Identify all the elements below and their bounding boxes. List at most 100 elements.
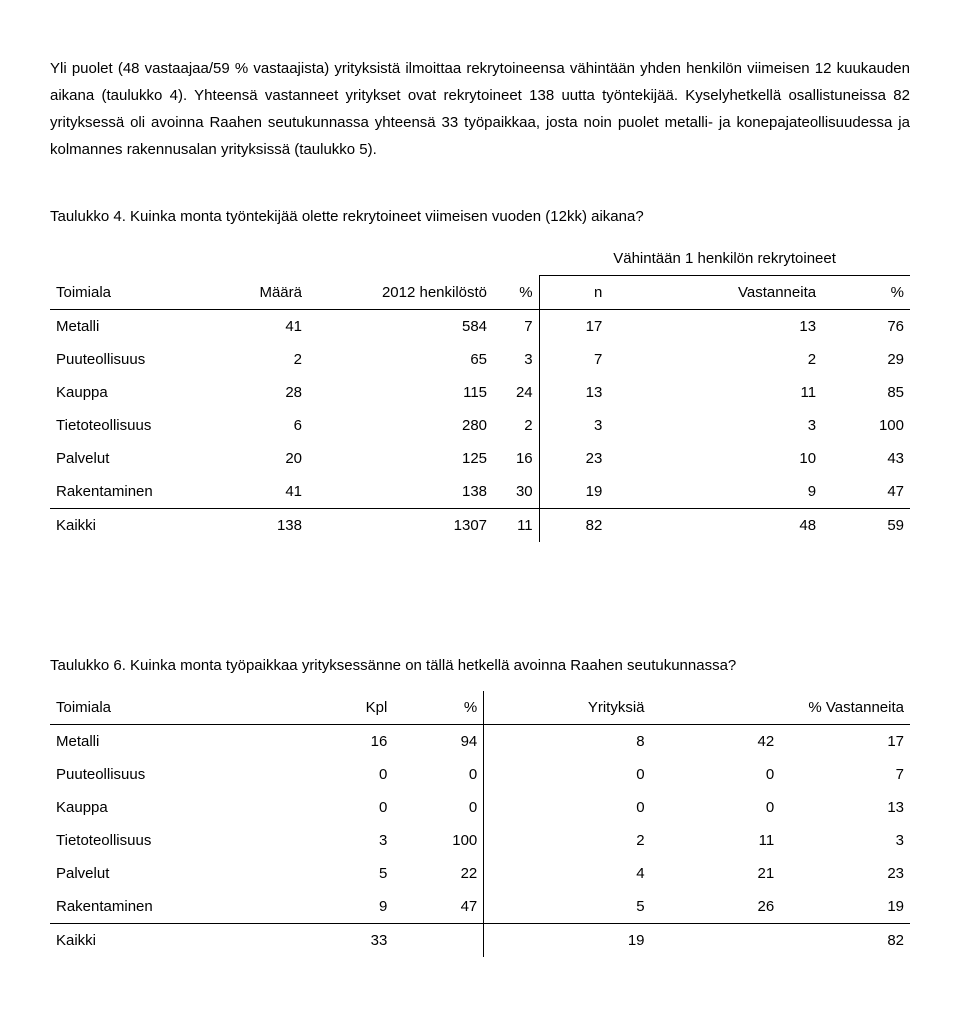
table-row: Metalli169484217 [50, 725, 910, 759]
cell: 7 [539, 343, 608, 376]
cell: 94 [393, 725, 483, 759]
cell: Puuteollisuus [50, 758, 312, 791]
cell: 19 [780, 890, 910, 924]
cell: 0 [484, 791, 651, 824]
cell: 41 [222, 310, 308, 344]
table4-title: Taulukko 4. Kuinka monta työntekijää ole… [50, 203, 910, 230]
table-row: Palvelut52242123 [50, 857, 910, 890]
cell: 100 [393, 824, 483, 857]
cell: 2 [222, 343, 308, 376]
table6: Toimiala Kpl % Yrityksiä % Vastanneita M… [50, 691, 910, 957]
cell: 17 [780, 725, 910, 759]
table-row: Tietoteollisuus6280233100 [50, 409, 910, 442]
cell: 24 [493, 376, 539, 409]
cell: 48 [608, 509, 822, 543]
cell: Kaikki [50, 924, 312, 958]
table-row: Rakentaminen411383019947 [50, 475, 910, 509]
cell: 43 [822, 442, 910, 475]
cell: 13 [539, 376, 608, 409]
table-row: Puuteollisuus00007 [50, 758, 910, 791]
table4: Vähintään 1 henkilön rekrytoineet Toimia… [50, 242, 910, 542]
table4-header-row: Toimiala Määrä 2012 henkilöstö % n Vasta… [50, 276, 910, 310]
table6-title: Taulukko 6. Kuinka monta työpaikkaa yrit… [50, 652, 910, 679]
col-header: Yrityksiä [484, 691, 651, 725]
col-header: Kpl [312, 691, 393, 725]
cell: 42 [651, 725, 781, 759]
table-row: Metalli415847171376 [50, 310, 910, 344]
cell: 0 [312, 758, 393, 791]
cell: Rakentaminen [50, 475, 222, 509]
cell: 3 [780, 824, 910, 857]
cell: 0 [312, 791, 393, 824]
table-row: Kauppa2811524131185 [50, 376, 910, 409]
cell: 3 [539, 409, 608, 442]
cell: 9 [608, 475, 822, 509]
cell: 22 [393, 857, 483, 890]
table-row: Kauppa000013 [50, 791, 910, 824]
cell: 26 [651, 890, 781, 924]
cell: 0 [484, 758, 651, 791]
cell: 65 [308, 343, 493, 376]
cell: 3 [608, 409, 822, 442]
cell: 2 [484, 824, 651, 857]
cell: 100 [822, 409, 910, 442]
cell: 1307 [308, 509, 493, 543]
cell: 0 [651, 791, 781, 824]
cell: Metalli [50, 725, 312, 759]
cell: 11 [493, 509, 539, 543]
cell: 82 [780, 924, 910, 958]
cell: Rakentaminen [50, 890, 312, 924]
cell: 19 [539, 475, 608, 509]
cell: 3 [312, 824, 393, 857]
cell [393, 924, 483, 958]
cell: 29 [822, 343, 910, 376]
cell: 125 [308, 442, 493, 475]
cell: 9 [312, 890, 393, 924]
cell: 59 [822, 509, 910, 543]
col-header: 2012 henkilöstö [308, 276, 493, 310]
col-header: Vastanneita [608, 276, 822, 310]
cell: 16 [493, 442, 539, 475]
cell: Puuteollisuus [50, 343, 222, 376]
cell: 23 [780, 857, 910, 890]
cell: 82 [539, 509, 608, 543]
cell: 115 [308, 376, 493, 409]
col-header: Määrä [222, 276, 308, 310]
intro-paragraph: Yli puolet (48 vastaajaa/59 % vastaajist… [50, 55, 910, 163]
cell: 13 [780, 791, 910, 824]
cell: 7 [493, 310, 539, 344]
cell: 3 [493, 343, 539, 376]
col-header: n [539, 276, 608, 310]
cell: 8 [484, 725, 651, 759]
cell: 76 [822, 310, 910, 344]
table6-totals-row: Kaikki 33 19 82 [50, 924, 910, 958]
cell: 23 [539, 442, 608, 475]
cell: Tietoteollisuus [50, 409, 222, 442]
cell: 7 [780, 758, 910, 791]
cell: 2 [608, 343, 822, 376]
cell: 280 [308, 409, 493, 442]
table-row: Tietoteollisuus31002113 [50, 824, 910, 857]
cell: Palvelut [50, 857, 312, 890]
cell: 28 [222, 376, 308, 409]
cell: 0 [393, 791, 483, 824]
cell: 10 [608, 442, 822, 475]
cell: 13 [608, 310, 822, 344]
cell: Kaikki [50, 509, 222, 543]
cell: 21 [651, 857, 781, 890]
cell: 17 [539, 310, 608, 344]
col-header: % [493, 276, 539, 310]
cell: 20 [222, 442, 308, 475]
cell: Kauppa [50, 376, 222, 409]
cell: 47 [393, 890, 483, 924]
cell: 5 [312, 857, 393, 890]
cell [651, 924, 781, 958]
cell: 0 [393, 758, 483, 791]
cell: Kauppa [50, 791, 312, 824]
cell: 85 [822, 376, 910, 409]
col-header: % [822, 276, 910, 310]
cell: 33 [312, 924, 393, 958]
table4-totals-row: Kaikki 138 1307 11 82 48 59 [50, 509, 910, 543]
cell: 47 [822, 475, 910, 509]
cell: 19 [484, 924, 651, 958]
